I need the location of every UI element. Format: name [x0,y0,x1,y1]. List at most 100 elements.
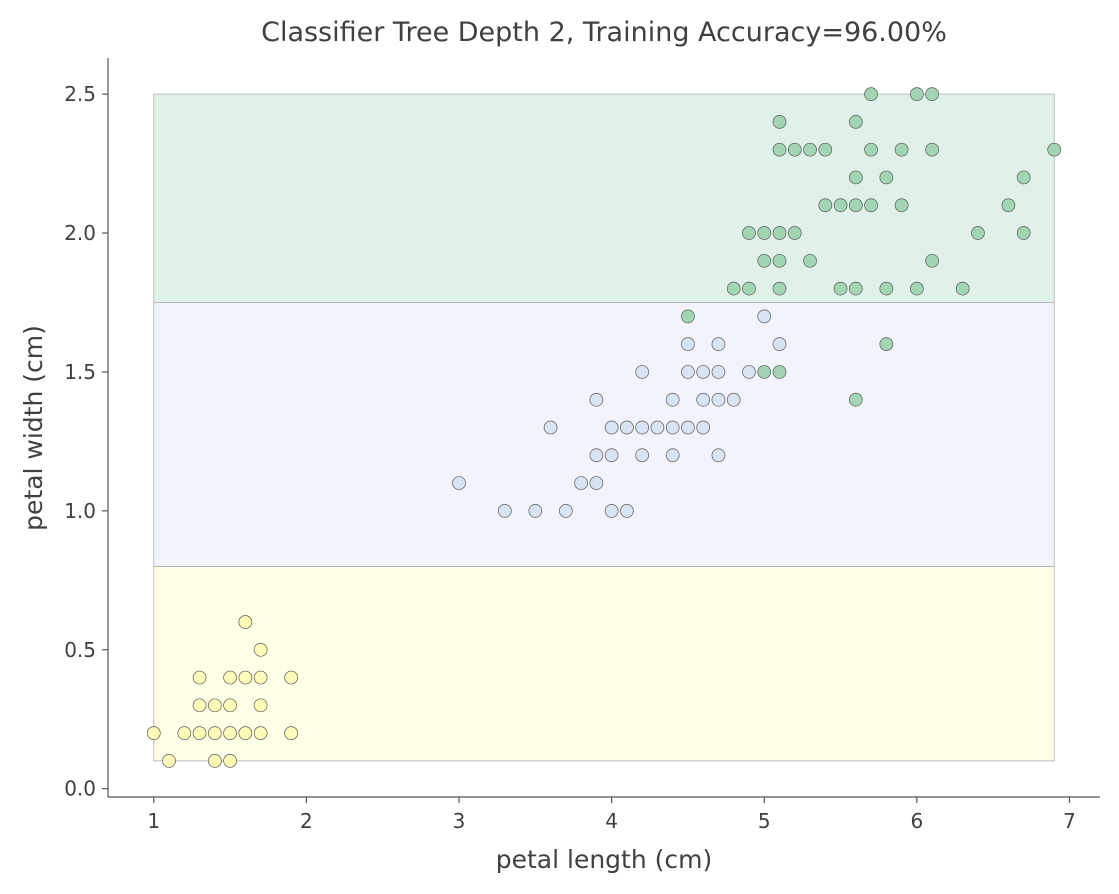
data-point-class-1 [681,420,695,435]
y-tick-label: 2.0 [64,221,96,245]
data-point-class-0 [207,754,222,768]
data-point-class-1 [650,420,665,435]
data-point-class-0 [146,726,161,740]
data-point-class-2 [971,226,985,240]
data-point-class-2 [1001,198,1016,213]
data-point-class-1 [497,503,512,518]
data-point-class-2 [925,142,939,157]
data-point-class-2 [818,198,833,213]
y-tick-label: 1.5 [64,360,96,384]
data-point-class-2 [833,281,848,296]
data-point-class-2 [894,198,909,213]
y-tick-label: 2.5 [64,82,96,106]
data-point-class-1 [757,309,772,324]
data-point-class-0 [284,670,298,685]
data-point-class-1 [620,503,634,518]
data-point-class-1 [589,392,604,407]
data-point-class-2 [787,142,802,157]
data-point-class-2 [833,198,848,213]
data-point-class-2 [772,281,787,296]
data-point-class-2 [848,198,863,213]
decision-regions [153,93,1055,762]
data-point-class-0 [284,726,298,740]
data-point-class-2 [742,226,756,240]
data-point-class-2 [726,281,741,296]
data-point-class-2 [787,226,802,240]
data-point-class-2 [955,281,970,296]
data-point-class-1 [604,503,619,518]
data-point-class-0 [223,726,237,740]
data-point-class-0 [253,698,268,713]
data-point-class-1 [726,392,741,407]
data-point-class-1 [696,392,711,407]
x-tick-label: 6 [910,809,923,833]
data-point-class-2 [772,365,787,379]
data-point-class-1 [635,420,650,435]
x-axis-label: petal length (cm) [496,845,713,874]
data-point-class-1 [558,503,573,518]
data-point-class-2 [848,281,863,296]
decision-region-2 [153,93,1055,303]
data-point-class-0 [253,726,268,740]
data-point-class-2 [803,142,817,157]
data-point-class-1 [711,365,726,379]
data-point-class-2 [864,142,878,157]
data-points [146,87,1062,768]
data-point-class-2 [818,142,833,157]
data-point-class-1 [696,365,711,379]
data-point-class-0 [238,670,253,685]
data-point-class-2 [757,253,772,268]
data-point-class-0 [253,670,268,685]
data-point-class-2 [1016,170,1031,185]
data-point-class-2 [681,309,695,324]
data-point-class-1 [589,476,604,490]
data-point-class-2 [910,281,924,296]
x-tick-label: 3 [453,809,466,833]
data-point-class-0 [223,754,237,768]
data-point-class-1 [665,392,680,407]
y-tick-label: 0.5 [64,638,96,662]
data-point-class-2 [864,87,878,101]
data-point-class-2 [742,281,756,296]
data-point-class-1 [528,503,543,518]
data-point-class-2 [772,226,787,240]
data-point-class-1 [635,448,650,463]
data-point-class-0 [207,698,222,713]
data-point-class-0 [192,670,207,685]
data-point-class-1 [574,476,588,490]
data-point-class-2 [757,365,772,379]
data-point-class-2 [757,226,772,240]
data-point-class-2 [848,392,863,407]
data-point-class-1 [681,365,695,379]
data-point-class-1 [711,392,726,407]
data-point-class-1 [620,420,634,435]
data-point-class-1 [681,337,695,352]
data-point-class-1 [589,448,604,463]
x-tick-label: 2 [300,809,313,833]
y-axis-label: petal width (cm) [19,325,48,531]
x-tick-label: 1 [147,809,160,833]
chart-title: Classifier Tree Depth 2, Training Accura… [261,17,947,48]
data-point-class-2 [848,115,863,129]
data-point-class-0 [238,615,253,629]
data-point-class-2 [848,170,863,185]
y-axis-ticks: 0.0 0.5 1.0 1.5 2.0 2.5 [64,82,108,801]
decision-region-0 [153,566,1055,762]
x-tick-label: 7 [1063,809,1076,833]
data-point-class-2 [879,337,894,352]
data-point-class-2 [925,87,939,101]
data-point-class-1 [696,420,711,435]
data-point-class-2 [803,253,817,268]
data-point-class-0 [238,726,253,740]
x-axis-ticks: 1 2 3 4 5 6 7 [147,797,1076,833]
data-point-class-2 [879,170,894,185]
data-point-class-0 [223,670,237,685]
data-point-class-0 [162,754,176,768]
x-tick-label: 4 [605,809,618,833]
data-point-class-0 [192,698,207,713]
data-point-class-2 [879,281,894,296]
x-tick-label: 5 [758,809,771,833]
data-point-class-2 [910,87,924,101]
data-point-class-0 [192,726,207,740]
